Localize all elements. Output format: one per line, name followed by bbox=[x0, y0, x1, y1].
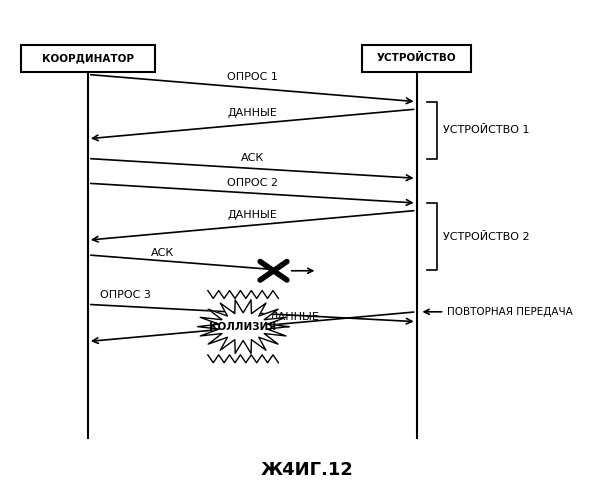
Text: КООРДИНАТОР: КООРДИНАТОР bbox=[42, 54, 134, 64]
Text: ДАННЫЕ: ДАННЫЕ bbox=[270, 312, 320, 322]
Text: ОПРОС 3: ОПРОС 3 bbox=[100, 290, 151, 300]
Text: ОПРОС 2: ОПРОС 2 bbox=[227, 178, 278, 188]
Text: УСТРОЙСТВО 1: УСТРОЙСТВО 1 bbox=[443, 126, 529, 136]
Text: Ж4ИГ.12: Ж4ИГ.12 bbox=[260, 461, 354, 479]
Text: УСТРОЙСТВО: УСТРОЙСТВО bbox=[377, 54, 456, 64]
Text: АСК: АСК bbox=[241, 154, 264, 164]
Text: ОПРОС 1: ОПРОС 1 bbox=[227, 72, 278, 82]
Bar bbox=[21, 45, 155, 72]
Text: КОЛЛИЗИЯ: КОЛЛИЗИЯ bbox=[209, 322, 277, 332]
Polygon shape bbox=[198, 300, 289, 354]
Text: ПОВТОРНАЯ ПЕРЕДАЧА: ПОВТОРНАЯ ПЕРЕДАЧА bbox=[447, 307, 573, 317]
Bar bbox=[362, 45, 472, 72]
Text: ДАННЫЕ: ДАННЫЕ bbox=[227, 210, 277, 220]
Text: АСК: АСК bbox=[151, 248, 174, 258]
Text: ДАННЫЕ: ДАННЫЕ bbox=[227, 108, 277, 118]
Text: УСТРОЙСТВО 2: УСТРОЙСТВО 2 bbox=[443, 232, 529, 241]
